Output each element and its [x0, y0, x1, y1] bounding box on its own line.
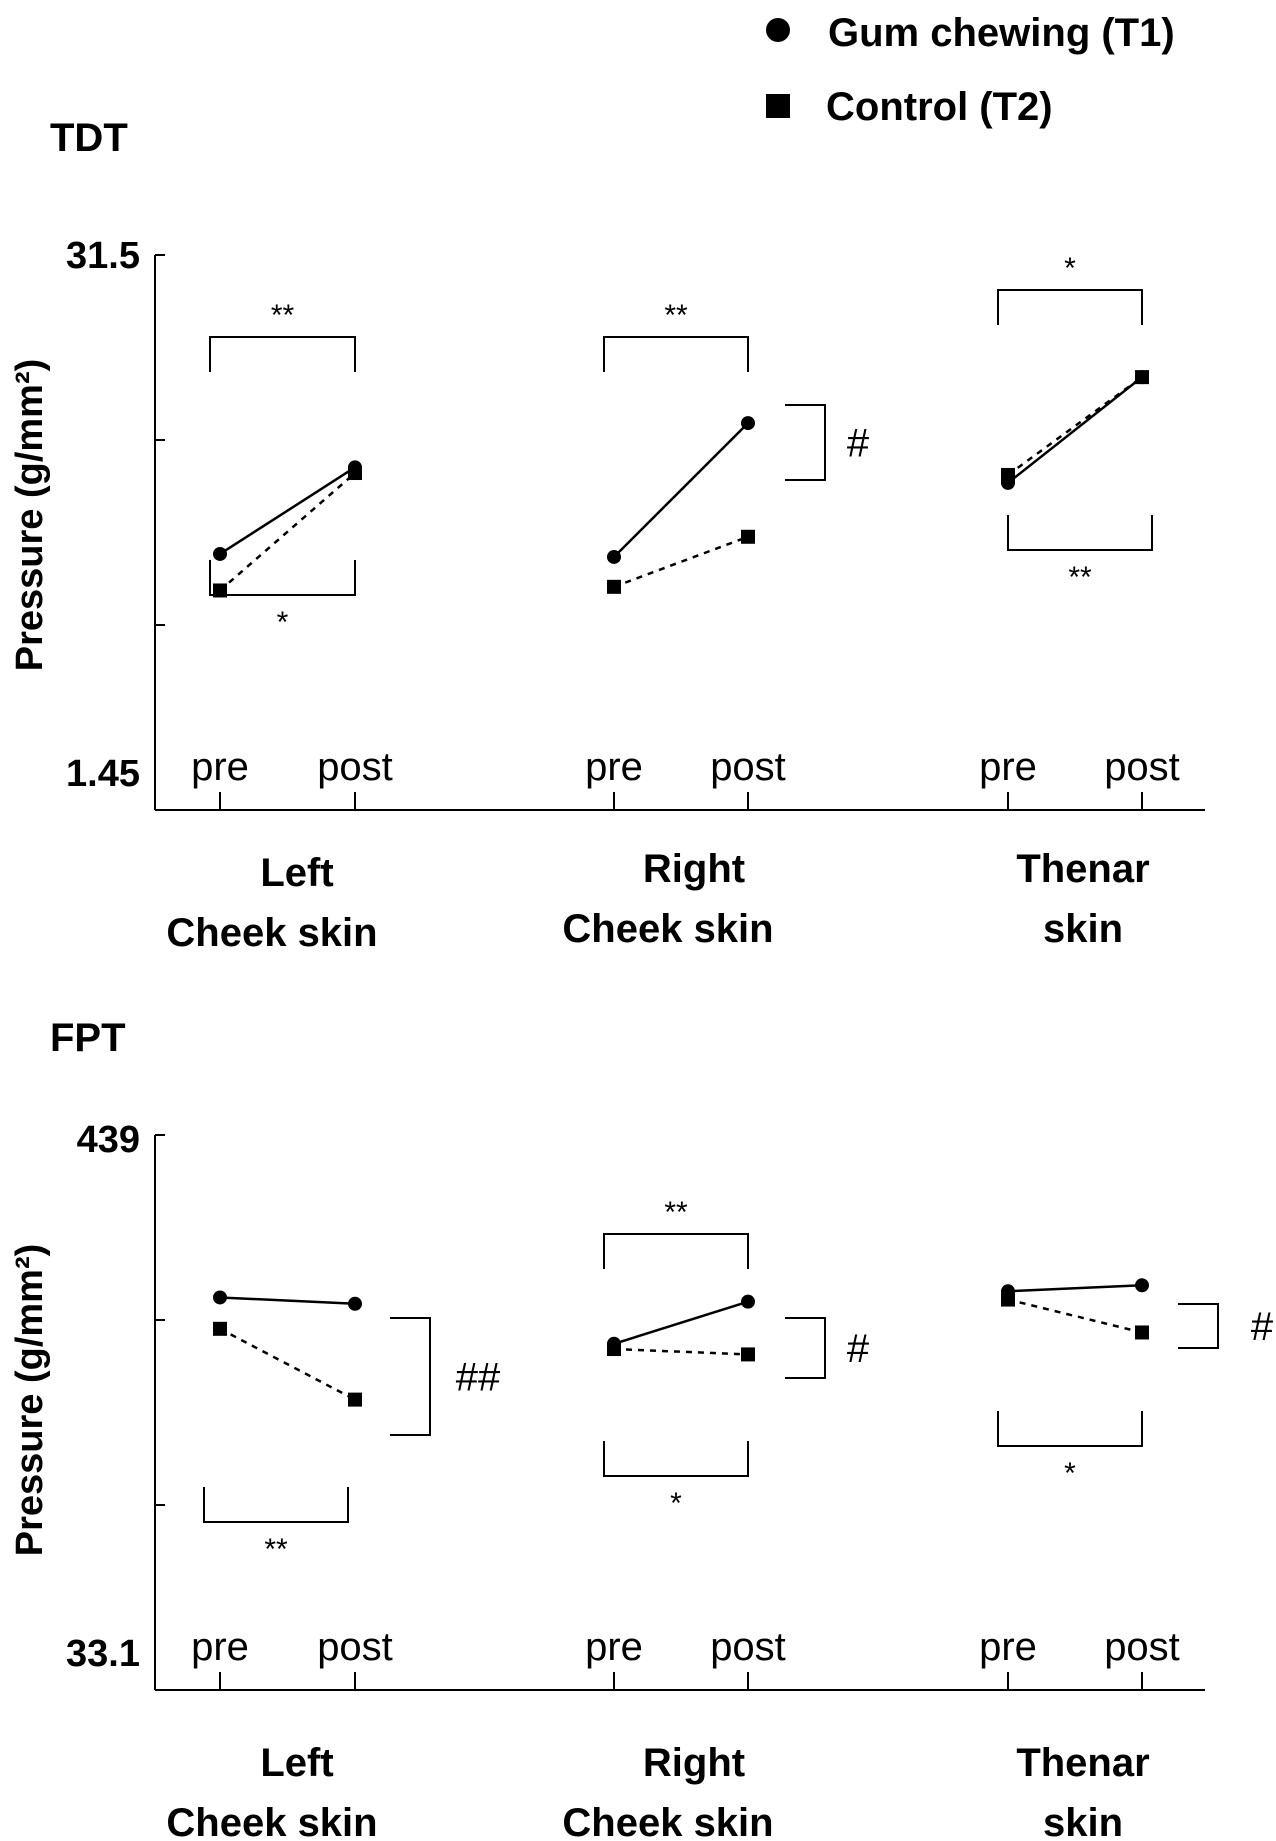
- data-point-square: [1135, 370, 1149, 385]
- y-axis-title-tdt: Pressure (g/mm²): [9, 359, 51, 672]
- panel-title-tdt: TDT: [50, 116, 128, 160]
- significance-label: **: [271, 299, 295, 332]
- significance-bracket: [603, 1233, 749, 1269]
- series-line: [1007, 376, 1143, 484]
- legend-marker-square: [766, 94, 790, 118]
- data-point-square: [213, 583, 227, 598]
- y-tick-label-bottom-tdt: 1.45: [66, 753, 140, 795]
- series-line: [613, 422, 749, 558]
- significance-bracket: [203, 1487, 349, 1523]
- legend-label-t1: Gum chewing (T1): [828, 11, 1175, 55]
- group-labels-tdt: Left Cheek skin Right Cheek skin Thenar …: [166, 847, 1149, 955]
- significance-label: #: [847, 1327, 870, 1371]
- x-tick-label: post: [1104, 1625, 1180, 1669]
- data-point-square: [348, 1392, 362, 1407]
- significance-bracket: [785, 1317, 826, 1379]
- plot-layer: pre post pre post pre post*****#***pre post pre…: [154, 252, 1274, 1691]
- significance-label: **: [264, 1533, 288, 1566]
- significance-bracket: [1178, 1303, 1219, 1349]
- series-line: [219, 1296, 356, 1306]
- group-label-line2: skin: [1043, 1801, 1123, 1841]
- data-point-circle: [213, 1290, 227, 1305]
- significance-bracket: [209, 336, 356, 372]
- significance-label: #: [1251, 1305, 1274, 1349]
- series-line: [613, 1347, 749, 1356]
- y-tick-label-top-fpt: 439: [77, 1119, 140, 1161]
- group-label-line2: skin: [1043, 907, 1123, 951]
- series-line: [219, 466, 356, 556]
- data-point-circle: [741, 416, 755, 431]
- data-point-square: [607, 579, 621, 594]
- significance-label: #: [847, 422, 870, 466]
- data-point-square: [741, 529, 755, 544]
- x-tick-label: post: [317, 1625, 393, 1669]
- series-line: [219, 1327, 356, 1401]
- significance-label: **: [664, 1196, 688, 1229]
- y-axis-title-fpt: Pressure (g/mm²): [9, 1244, 51, 1557]
- significance-label: **: [664, 299, 688, 332]
- x-tick-label: post: [710, 1625, 786, 1669]
- data-point-square: [213, 1321, 227, 1336]
- panel-title-fpt: FPT: [50, 1016, 126, 1060]
- x-tick-label: post: [317, 745, 393, 789]
- x-tick-label: pre: [585, 745, 643, 789]
- significance-bracket: [997, 289, 1143, 325]
- data-point-square: [1001, 1292, 1015, 1307]
- group-label-line1: Left: [260, 1741, 333, 1785]
- x-tick-label: post: [1104, 745, 1180, 789]
- significance-label: *: [670, 1487, 682, 1520]
- legend: Gum chewing (T1) Control (T2): [766, 11, 1175, 129]
- group-label-line1: Thenar: [1016, 847, 1149, 891]
- data-point-circle: [1135, 1278, 1149, 1293]
- data-point-square: [1135, 1325, 1149, 1340]
- series-line: [613, 535, 749, 588]
- series-line: [613, 1300, 749, 1345]
- x-tick-label: pre: [191, 1625, 249, 1669]
- group-labels-fpt: Left Cheek skin Right Cheek skin Thenar …: [166, 1741, 1149, 1841]
- data-point-circle: [741, 1294, 755, 1309]
- series-line: [1007, 1298, 1143, 1334]
- group-label-line2: Cheek skin: [562, 1801, 773, 1841]
- significance-bracket: [785, 404, 826, 481]
- y-tick-label-top-tdt: 31.5: [66, 235, 140, 277]
- group-label-line2: Cheek skin: [166, 911, 377, 955]
- significance-label: *: [277, 606, 289, 639]
- group-label-line2: Cheek skin: [562, 907, 773, 951]
- significance-bracket: [390, 1317, 431, 1436]
- data-point-square: [741, 1347, 755, 1362]
- x-tick-label: pre: [979, 745, 1037, 789]
- y-tick-label-bottom-fpt: 33.1: [66, 1633, 140, 1675]
- group-label-line2: Cheek skin: [166, 1801, 377, 1841]
- group-label-line1: Left: [260, 851, 333, 895]
- data-point-circle: [213, 546, 227, 561]
- group-label-line1: Thenar: [1016, 1741, 1149, 1785]
- significance-bracket: [1007, 515, 1153, 551]
- significance-bracket: [603, 1441, 749, 1477]
- x-tick-label: post: [710, 745, 786, 789]
- data-point-square: [348, 466, 362, 481]
- significance-bracket: [603, 336, 749, 372]
- significance-bracket: [997, 1411, 1143, 1447]
- significance-label: *: [1064, 252, 1076, 285]
- series-line: [1007, 376, 1143, 476]
- data-point-circle: [348, 1296, 362, 1311]
- legend-marker-circle: [766, 18, 790, 42]
- legend-label-t2: Control (T2): [826, 85, 1053, 129]
- data-point-square: [607, 1342, 621, 1357]
- significance-label: *: [1064, 1457, 1076, 1490]
- x-tick-label: pre: [585, 1625, 643, 1669]
- significance-bracket: [209, 560, 356, 596]
- x-tick-label: pre: [979, 1625, 1037, 1669]
- group-label-line1: Right: [643, 847, 745, 891]
- data-point-circle: [607, 549, 621, 564]
- significance-label: ##: [456, 1356, 501, 1400]
- x-tick-label: pre: [191, 745, 249, 789]
- series-line: [219, 472, 356, 592]
- series-line: [1007, 1284, 1143, 1293]
- significance-label: **: [1068, 561, 1092, 594]
- group-label-line1: Right: [643, 1741, 745, 1785]
- data-point-square: [1001, 467, 1015, 482]
